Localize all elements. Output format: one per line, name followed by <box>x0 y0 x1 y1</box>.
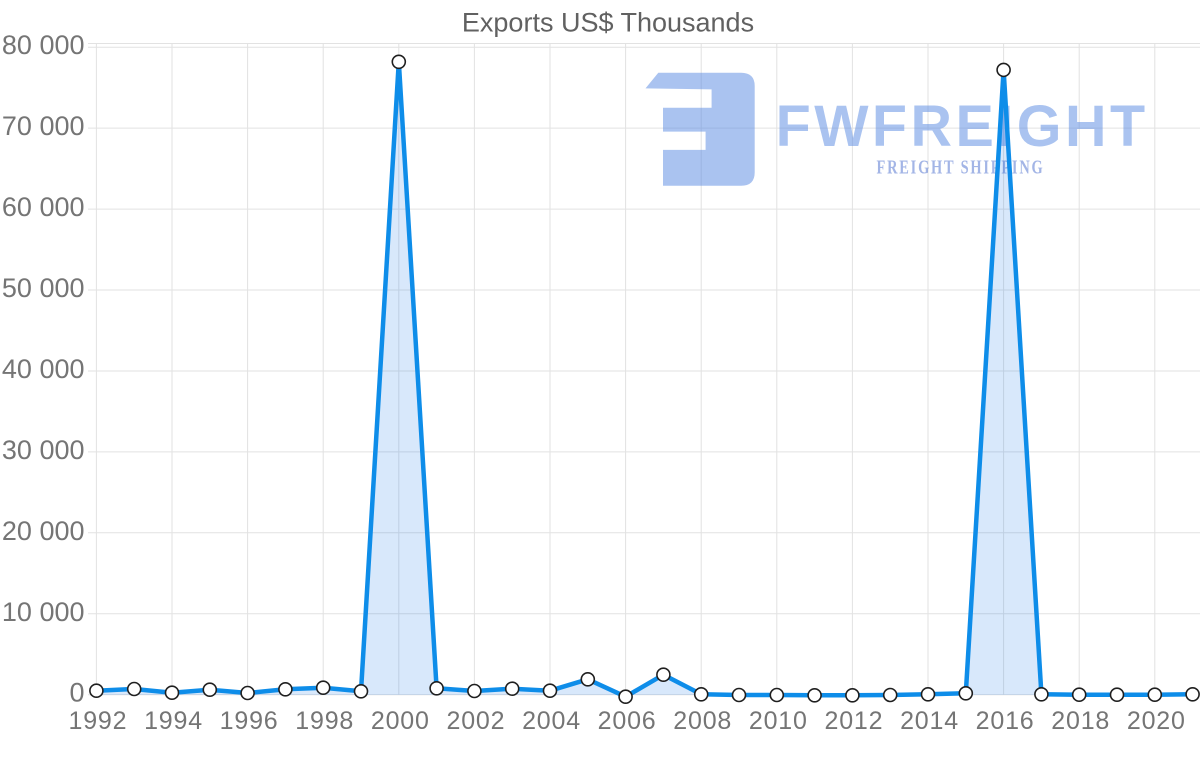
svg-text:2004: 2004 <box>522 707 581 735</box>
svg-text:10 000: 10 000 <box>2 597 85 627</box>
svg-text:FREIGHT SHIPPING: FREIGHT SHIPPING <box>877 157 1045 179</box>
svg-text:2018: 2018 <box>1051 707 1110 735</box>
svg-text:1994: 1994 <box>144 707 203 735</box>
svg-text:2002: 2002 <box>446 707 505 735</box>
svg-text:0: 0 <box>69 678 84 708</box>
svg-text:2020: 2020 <box>1127 707 1186 735</box>
svg-text:1998: 1998 <box>295 707 354 735</box>
svg-text:2006: 2006 <box>598 707 657 735</box>
svg-text:2016: 2016 <box>976 707 1035 735</box>
svg-text:60 000: 60 000 <box>2 192 85 222</box>
svg-text:2010: 2010 <box>749 707 808 735</box>
svg-text:1992: 1992 <box>68 707 127 735</box>
svg-text:1996: 1996 <box>220 707 279 735</box>
svg-text:2000: 2000 <box>371 707 430 735</box>
svg-text:70 000: 70 000 <box>2 111 85 141</box>
svg-text:FWFREIGHT: FWFREIGHT <box>776 94 1149 159</box>
svg-text:2014: 2014 <box>900 707 959 735</box>
svg-text:80 000: 80 000 <box>2 30 85 60</box>
svg-text:Exports US$ Thousands: Exports US$ Thousands <box>462 8 754 38</box>
svg-text:50 000: 50 000 <box>2 273 85 303</box>
svg-text:40 000: 40 000 <box>2 354 85 384</box>
svg-text:2012: 2012 <box>824 707 883 735</box>
svg-text:2008: 2008 <box>673 707 732 735</box>
svg-text:20 000: 20 000 <box>2 516 85 546</box>
svg-text:30 000: 30 000 <box>2 435 85 465</box>
